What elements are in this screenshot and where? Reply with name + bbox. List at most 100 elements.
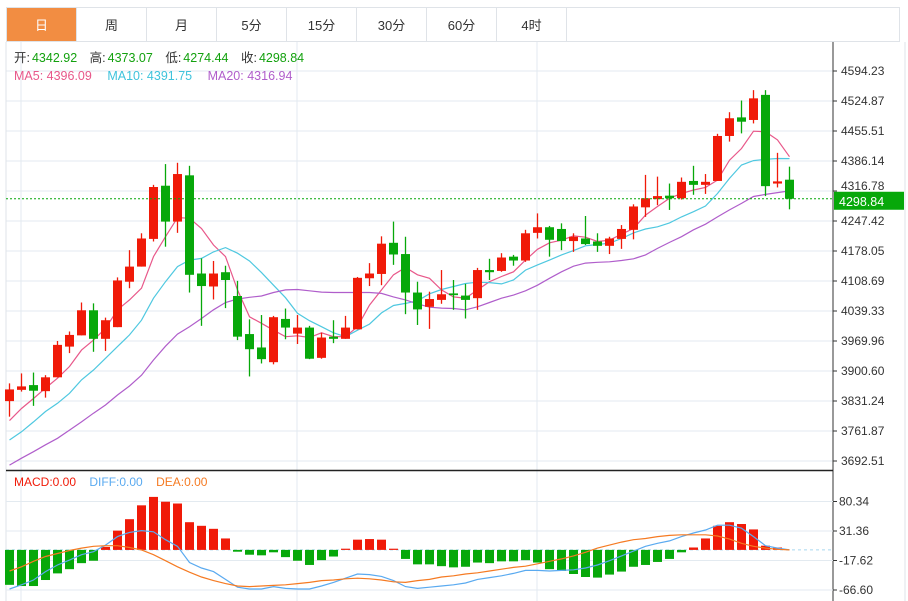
macd-bar — [533, 549, 542, 563]
close-label: 收: — [240, 51, 257, 65]
candle-down — [737, 117, 746, 122]
candle-down — [305, 327, 314, 359]
tab-4hour[interactable]: 4时 — [497, 8, 567, 41]
macd-bar — [113, 530, 122, 550]
candle-down — [389, 242, 398, 255]
candle-down — [689, 180, 698, 185]
ma5-line — [9, 130, 790, 422]
macd-bar — [737, 524, 746, 550]
macd-bar — [341, 548, 350, 550]
candle-up — [293, 327, 302, 334]
macd-bar — [281, 549, 290, 558]
candle-down — [329, 336, 338, 339]
candle-up — [125, 266, 134, 282]
candle-up — [65, 334, 74, 347]
tab-15min[interactable]: 15分 — [287, 8, 357, 41]
macd-bar — [149, 496, 158, 550]
ohlc-info: 开: 4342.92 高: 4373.07 低: 4274.44 收: 4298.84 — [14, 51, 313, 66]
macd-bar — [629, 549, 638, 567]
y-tick-label: 4316.78 — [841, 179, 885, 193]
y-tick-label: 3900.60 — [841, 364, 885, 378]
candle-up — [41, 377, 50, 392]
candle-down — [29, 385, 38, 391]
macd-bar — [461, 549, 470, 567]
tab-week[interactable]: 周 — [77, 8, 147, 41]
tab-5min[interactable]: 5分 — [217, 8, 287, 41]
candle-up — [425, 299, 434, 307]
candle-down — [581, 238, 590, 245]
macd-tick-label: 31.36 — [839, 524, 869, 538]
dea-value: DEA:0.00 — [156, 475, 208, 489]
macd-bar — [509, 549, 518, 562]
candle-down — [557, 228, 566, 242]
candle-down — [89, 310, 98, 339]
macd-bar — [665, 549, 674, 559]
macd-bar — [413, 549, 422, 565]
macd-bar — [29, 549, 38, 587]
candle-up — [17, 386, 26, 390]
diff-value: DIFF:0.00 — [89, 475, 143, 489]
macd-bar — [749, 529, 758, 550]
candle-up — [725, 118, 734, 136]
candle-up — [137, 238, 146, 267]
macd-bar — [317, 549, 326, 561]
macd-bar — [305, 549, 314, 565]
tab-month[interactable]: 月 — [147, 8, 217, 41]
macd-tick-label: 80.34 — [839, 495, 869, 509]
macd-bar — [521, 549, 530, 561]
candle-up — [473, 270, 482, 299]
high-label: 高: — [89, 51, 106, 65]
macd-bar — [497, 549, 506, 562]
candle-down — [761, 94, 770, 187]
macd-bar — [569, 549, 578, 574]
macd-bar — [641, 549, 650, 565]
candle-down — [257, 347, 266, 360]
y-tick-label: 3831.24 — [841, 394, 885, 408]
macd-bar — [437, 549, 446, 567]
candle-down — [185, 175, 194, 275]
macd-value: MACD:0.00 — [14, 475, 77, 489]
candle-up — [341, 327, 350, 339]
candle-up — [533, 227, 542, 233]
candle-up — [617, 228, 626, 239]
dea-line — [9, 534, 790, 588]
macd-bar — [581, 549, 590, 578]
candle-down — [509, 256, 518, 261]
macd-bar — [173, 503, 182, 550]
macd-bar — [353, 539, 362, 550]
tab-day[interactable]: 日 — [7, 8, 77, 41]
macd-bar — [5, 549, 14, 585]
y-tick-label: 4455.51 — [841, 124, 885, 138]
candle-up — [701, 181, 710, 185]
candle-down — [545, 227, 554, 240]
macd-bar — [377, 539, 386, 550]
y-tick-label: 4386.14 — [841, 154, 885, 168]
macd-bar — [593, 549, 602, 578]
candle-down — [449, 293, 458, 296]
candle-up — [605, 238, 614, 246]
macd-bar — [617, 549, 626, 572]
macd-bar — [221, 538, 230, 550]
candle-up — [713, 135, 722, 181]
low-label: 低: — [165, 51, 182, 65]
tab-60min[interactable]: 60分 — [427, 8, 497, 41]
y-tick-label: 3969.96 — [841, 334, 885, 348]
tab-30min[interactable]: 30分 — [357, 8, 427, 41]
ma10-value: MA10: 4391.75 — [107, 69, 193, 83]
macd-info: MACD:0.00 DIFF:0.00 DEA:0.00 — [14, 475, 209, 490]
close-value: 4298.84 — [258, 51, 305, 65]
candle-up — [497, 257, 506, 271]
candle-up — [269, 317, 278, 363]
candle-up — [149, 187, 158, 239]
candle-down — [245, 334, 254, 350]
last-price-label: 4298.84 — [839, 195, 884, 209]
diff-line — [9, 524, 790, 590]
macd-bar — [125, 519, 134, 550]
candle-up — [641, 198, 650, 208]
macd-bar — [41, 549, 50, 581]
candle-down — [413, 292, 422, 310]
macd-bar — [245, 549, 254, 555]
macd-bar — [257, 549, 266, 556]
macd-bar — [557, 549, 566, 571]
